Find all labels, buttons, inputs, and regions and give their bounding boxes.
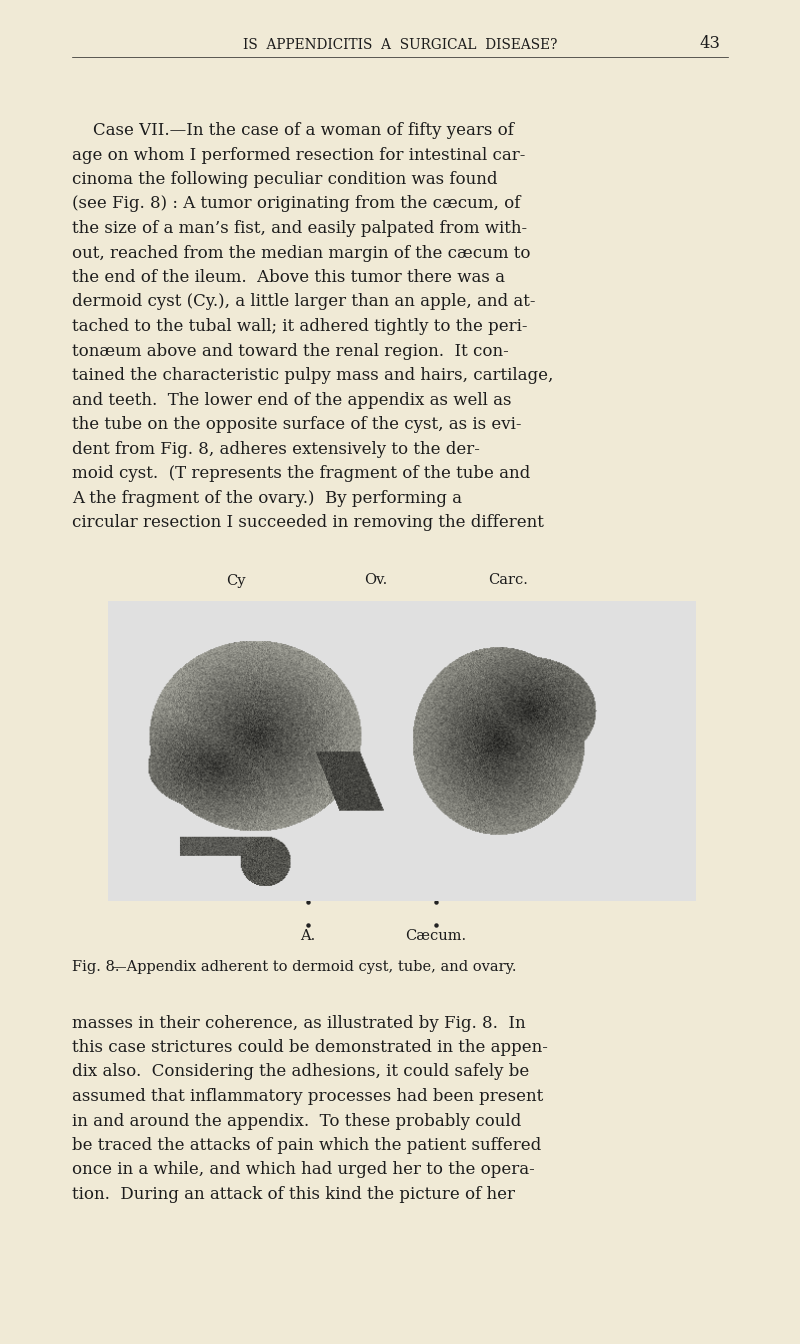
Text: moid cyst.  (T represents the fragment of the tube and: moid cyst. (T represents the fragment of… (72, 465, 530, 482)
Text: IS  APPENDICITIS  A  SURGICAL  DISEASE?: IS APPENDICITIS A SURGICAL DISEASE? (243, 38, 557, 52)
Text: Carc.: Carc. (488, 574, 528, 587)
Text: (see Fig. 8) : A tumor originating from the cæcum, of: (see Fig. 8) : A tumor originating from … (72, 195, 520, 212)
Text: dix also.  Considering the adhesions, it could safely be: dix also. Considering the adhesions, it … (72, 1063, 530, 1081)
Text: in and around the appendix.  To these probably could: in and around the appendix. To these pro… (72, 1113, 522, 1129)
Text: tion.  During an attack of this kind the picture of her: tion. During an attack of this kind the … (72, 1185, 515, 1203)
Text: the end of the ileum.  Above this tumor there was a: the end of the ileum. Above this tumor t… (72, 269, 505, 286)
Text: cinoma the following peculiar condition was found: cinoma the following peculiar condition … (72, 171, 498, 188)
Text: —Appendix adherent to dermoid cyst, tube, and ovary.: —Appendix adherent to dermoid cyst, tube… (112, 960, 517, 973)
Text: 43: 43 (699, 35, 720, 52)
Text: this case strictures could be demonstrated in the appen-: this case strictures could be demonstrat… (72, 1039, 548, 1056)
Text: circular resection I succeeded in removing the different: circular resection I succeeded in removi… (72, 513, 544, 531)
Text: Fig. 8.: Fig. 8. (72, 960, 119, 973)
Text: Case VII.—In the case of a woman of fifty years of: Case VII.—In the case of a woman of fift… (72, 122, 514, 138)
Text: assumed that inflammatory processes had been present: assumed that inflammatory processes had … (72, 1089, 543, 1105)
Text: Cæcum.: Cæcum. (406, 930, 466, 943)
Text: Ov.: Ov. (364, 574, 388, 587)
Text: dermoid cyst (Cy.), a little larger than an apple, and at-: dermoid cyst (Cy.), a little larger than… (72, 293, 535, 310)
Text: the size of a man’s fist, and easily palpated from with-: the size of a man’s fist, and easily pal… (72, 220, 527, 237)
Text: tained the characteristic pulpy mass and hairs, cartilage,: tained the characteristic pulpy mass and… (72, 367, 554, 384)
Text: the tube on the opposite surface of the cyst, as is evi-: the tube on the opposite surface of the … (72, 417, 522, 433)
Text: Cy: Cy (226, 574, 246, 587)
Text: tonæum above and toward the renal region.  It con-: tonæum above and toward the renal region… (72, 343, 509, 359)
Text: age on whom I performed resection for intestinal car-: age on whom I performed resection for in… (72, 146, 526, 164)
Text: dent from Fig. 8, adheres extensively to the der-: dent from Fig. 8, adheres extensively to… (72, 441, 480, 457)
Text: once in a while, and which had urged her to the opera-: once in a while, and which had urged her… (72, 1161, 534, 1179)
Text: be traced the attacks of pain which the patient suffered: be traced the attacks of pain which the … (72, 1137, 542, 1154)
Text: out, reached from the median margin of the cæcum to: out, reached from the median margin of t… (72, 245, 530, 262)
Text: and teeth.  The lower end of the appendix as well as: and teeth. The lower end of the appendix… (72, 391, 511, 409)
Text: masses in their coherence, as illustrated by Fig. 8.  In: masses in their coherence, as illustrate… (72, 1015, 526, 1031)
Text: tached to the tubal wall; it adhered tightly to the peri-: tached to the tubal wall; it adhered tig… (72, 319, 527, 335)
Text: A.: A. (300, 930, 316, 943)
Text: A the fragment of the ovary.)  By performing a: A the fragment of the ovary.) By perform… (72, 489, 462, 507)
